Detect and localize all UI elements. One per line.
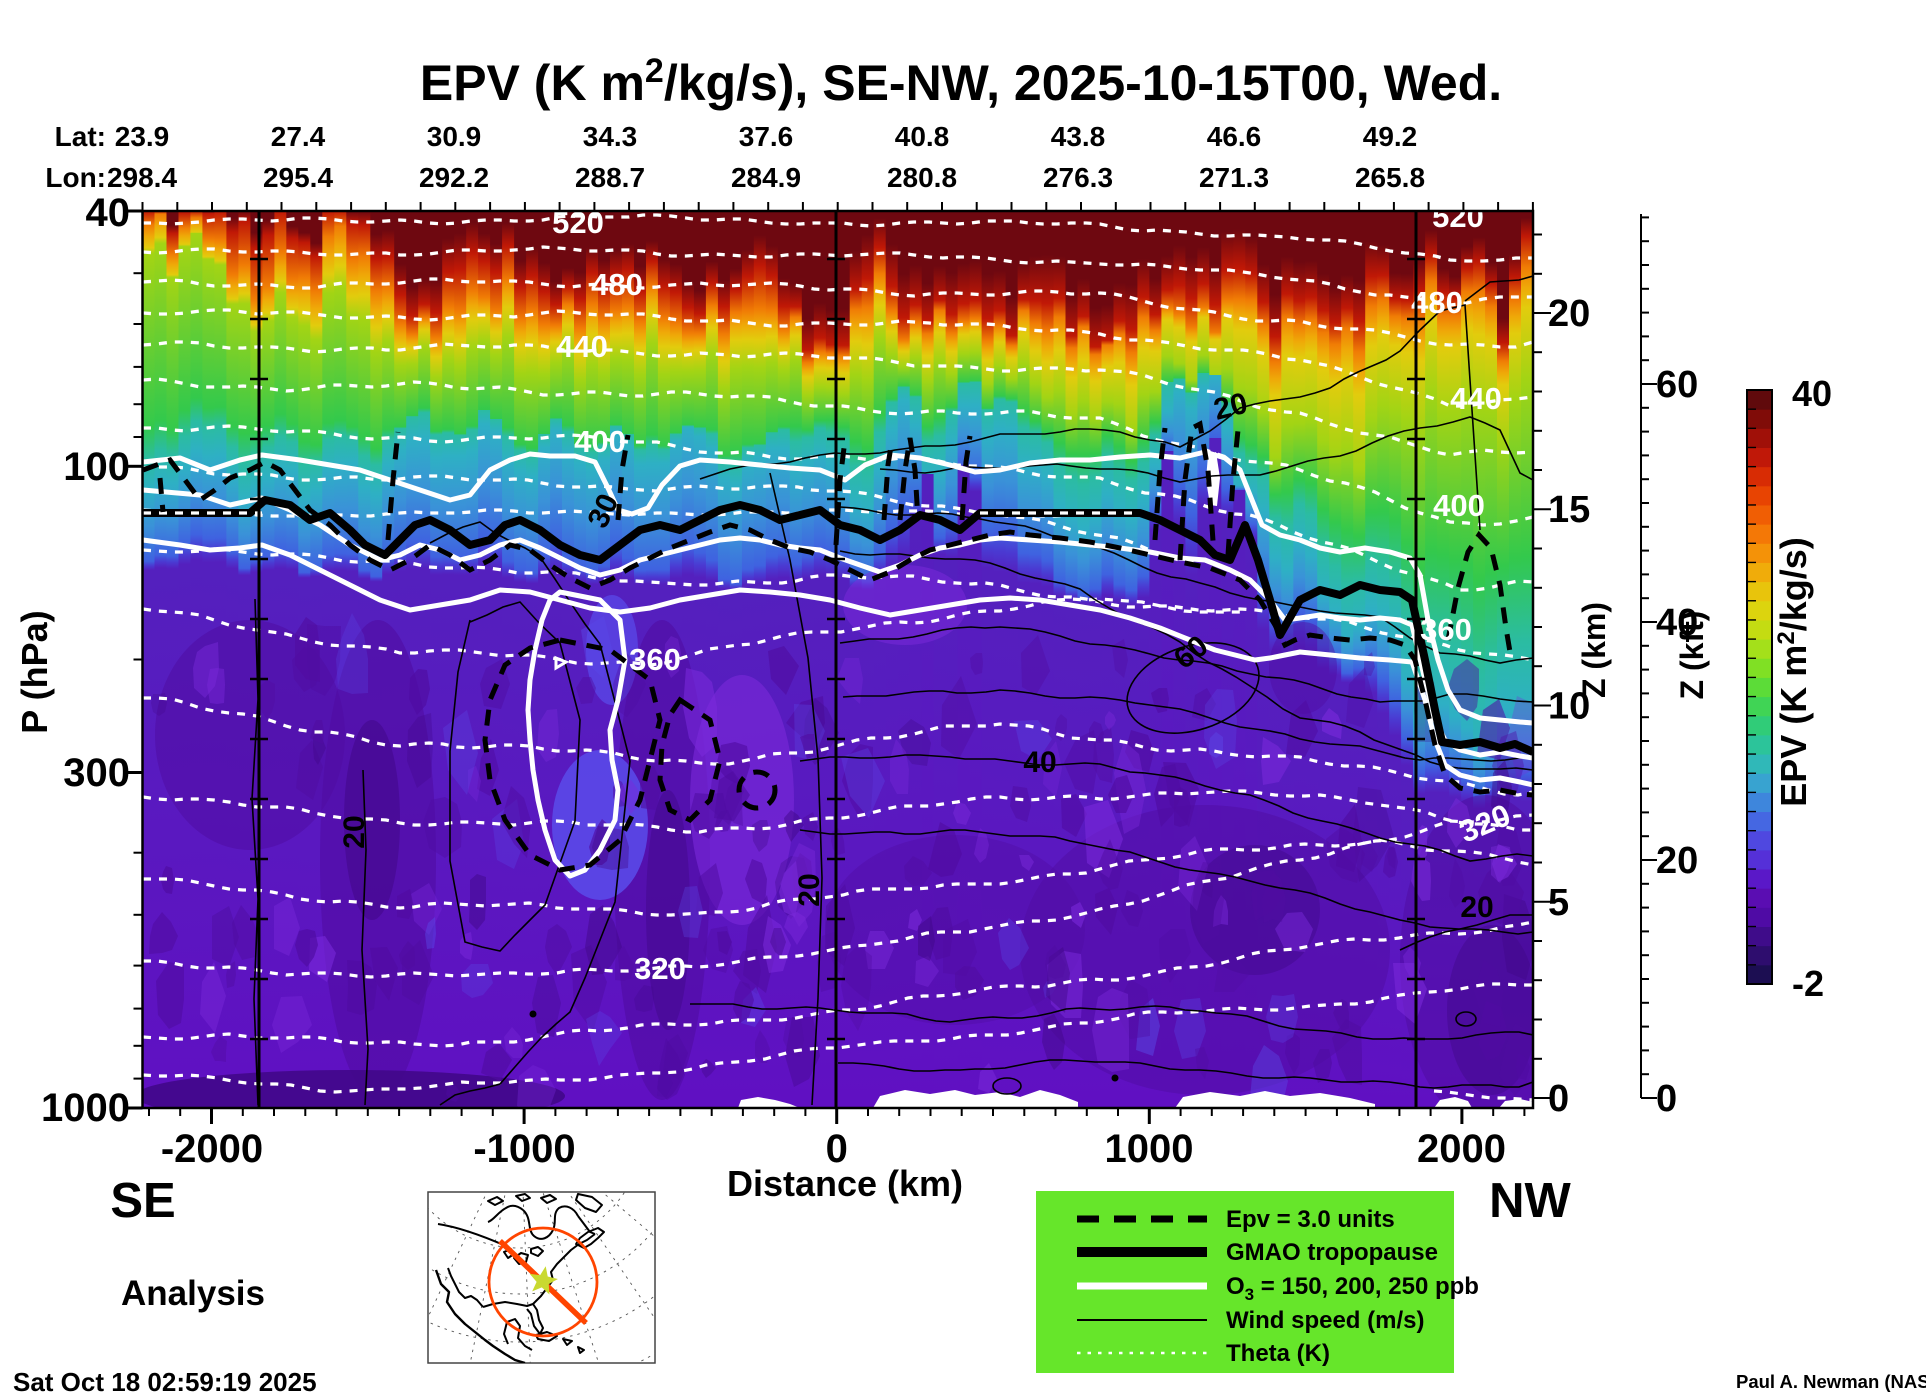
- svg-text:NW: NW: [1489, 1174, 1571, 1228]
- svg-text:40.8: 40.8: [895, 121, 950, 152]
- svg-text:360: 360: [1420, 612, 1472, 647]
- svg-text:Wind speed (m/s): Wind speed (m/s): [1226, 1307, 1424, 1334]
- svg-text:EPV (K m2/kg/s), SE-NW, 2025-1: EPV (K m2/kg/s), SE-NW, 2025-10-15T00, W…: [420, 52, 1502, 111]
- svg-text:23.9: 23.9: [115, 121, 170, 152]
- svg-text:Z (km): Z (km): [1576, 602, 1612, 698]
- svg-text:10: 10: [1548, 686, 1590, 728]
- svg-text:20: 20: [1548, 293, 1590, 335]
- svg-text:40: 40: [86, 191, 131, 235]
- svg-text:0: 0: [1656, 1078, 1677, 1120]
- svg-text:P (hPa): P (hPa): [14, 610, 55, 733]
- svg-text:37.6: 37.6: [739, 121, 794, 152]
- svg-text:288.7: 288.7: [575, 162, 645, 193]
- svg-text:60: 60: [1656, 364, 1698, 406]
- svg-text:15: 15: [1548, 489, 1590, 531]
- svg-text:Lon:: Lon:: [45, 162, 106, 193]
- svg-text:40: 40: [1792, 373, 1832, 414]
- svg-text:46.6: 46.6: [1207, 121, 1262, 152]
- svg-text:265.8: 265.8: [1355, 162, 1425, 193]
- svg-text:480: 480: [1411, 285, 1463, 320]
- svg-text:Sat Oct 18 02:59:19 2025: Sat Oct 18 02:59:19 2025: [13, 1367, 317, 1394]
- svg-text:-2000: -2000: [161, 1127, 263, 1171]
- svg-text:27.4: 27.4: [271, 121, 326, 152]
- svg-text:1000: 1000: [41, 1086, 130, 1130]
- svg-text:Analysis: Analysis: [121, 1274, 265, 1313]
- svg-text:300: 300: [63, 751, 130, 795]
- svg-text:-1000: -1000: [473, 1127, 575, 1171]
- svg-text:360: 360: [629, 642, 681, 677]
- svg-text:-2: -2: [1792, 963, 1824, 1004]
- svg-text:Distance (km): Distance (km): [727, 1163, 963, 1204]
- svg-text:276.3: 276.3: [1043, 162, 1113, 193]
- svg-text:20: 20: [1656, 840, 1698, 882]
- svg-text:30.9: 30.9: [427, 121, 482, 152]
- svg-text:20: 20: [1211, 387, 1251, 427]
- svg-text:440: 440: [556, 329, 608, 364]
- svg-text:40: 40: [1656, 602, 1698, 644]
- svg-text:480: 480: [591, 267, 643, 302]
- svg-text:49.2: 49.2: [1363, 121, 1418, 152]
- svg-text:Epv = 3.0 units: Epv = 3.0 units: [1226, 1206, 1395, 1233]
- svg-text:284.9: 284.9: [731, 162, 801, 193]
- svg-text:Theta (K): Theta (K): [1226, 1340, 1330, 1367]
- svg-text:O3 = 150, 200, 250 ppb: O3 = 150, 200, 250 ppb: [1226, 1273, 1479, 1304]
- svg-text:271.3: 271.3: [1199, 162, 1269, 193]
- svg-text:0: 0: [826, 1127, 848, 1171]
- svg-text:20: 20: [1460, 891, 1493, 924]
- svg-text:GMAO tropopause: GMAO tropopause: [1226, 1239, 1438, 1266]
- svg-text:295.4: 295.4: [263, 162, 333, 193]
- svg-text:100: 100: [63, 445, 130, 489]
- svg-text:298.4: 298.4: [107, 162, 177, 193]
- svg-text:SE: SE: [110, 1174, 175, 1228]
- svg-text:280.8: 280.8: [887, 162, 957, 193]
- svg-text:2000: 2000: [1417, 1127, 1506, 1171]
- svg-text:20: 20: [338, 815, 371, 848]
- svg-text:400: 400: [574, 424, 626, 459]
- svg-text:Lat:: Lat:: [55, 121, 106, 152]
- svg-text:320: 320: [634, 951, 686, 986]
- svg-text:400: 400: [1433, 488, 1485, 523]
- svg-text:20: 20: [793, 873, 826, 906]
- svg-text:40: 40: [1023, 746, 1056, 779]
- svg-text:5: 5: [1548, 882, 1569, 924]
- svg-text:1000: 1000: [1105, 1127, 1194, 1171]
- svg-text:Z (kft): Z (kft): [1674, 611, 1710, 700]
- svg-text:34.3: 34.3: [583, 121, 638, 152]
- svg-text:43.8: 43.8: [1051, 121, 1106, 152]
- svg-text:EPV (K m2/kg/s): EPV (K m2/kg/s): [1773, 537, 1814, 806]
- svg-text:520: 520: [1432, 199, 1484, 234]
- svg-text:440: 440: [1450, 381, 1502, 416]
- svg-text:292.2: 292.2: [419, 162, 489, 193]
- svg-text:0: 0: [1548, 1078, 1569, 1120]
- svg-text:Paul A. Newman (NASA: Paul A. Newman (NASA: [1736, 1371, 1926, 1392]
